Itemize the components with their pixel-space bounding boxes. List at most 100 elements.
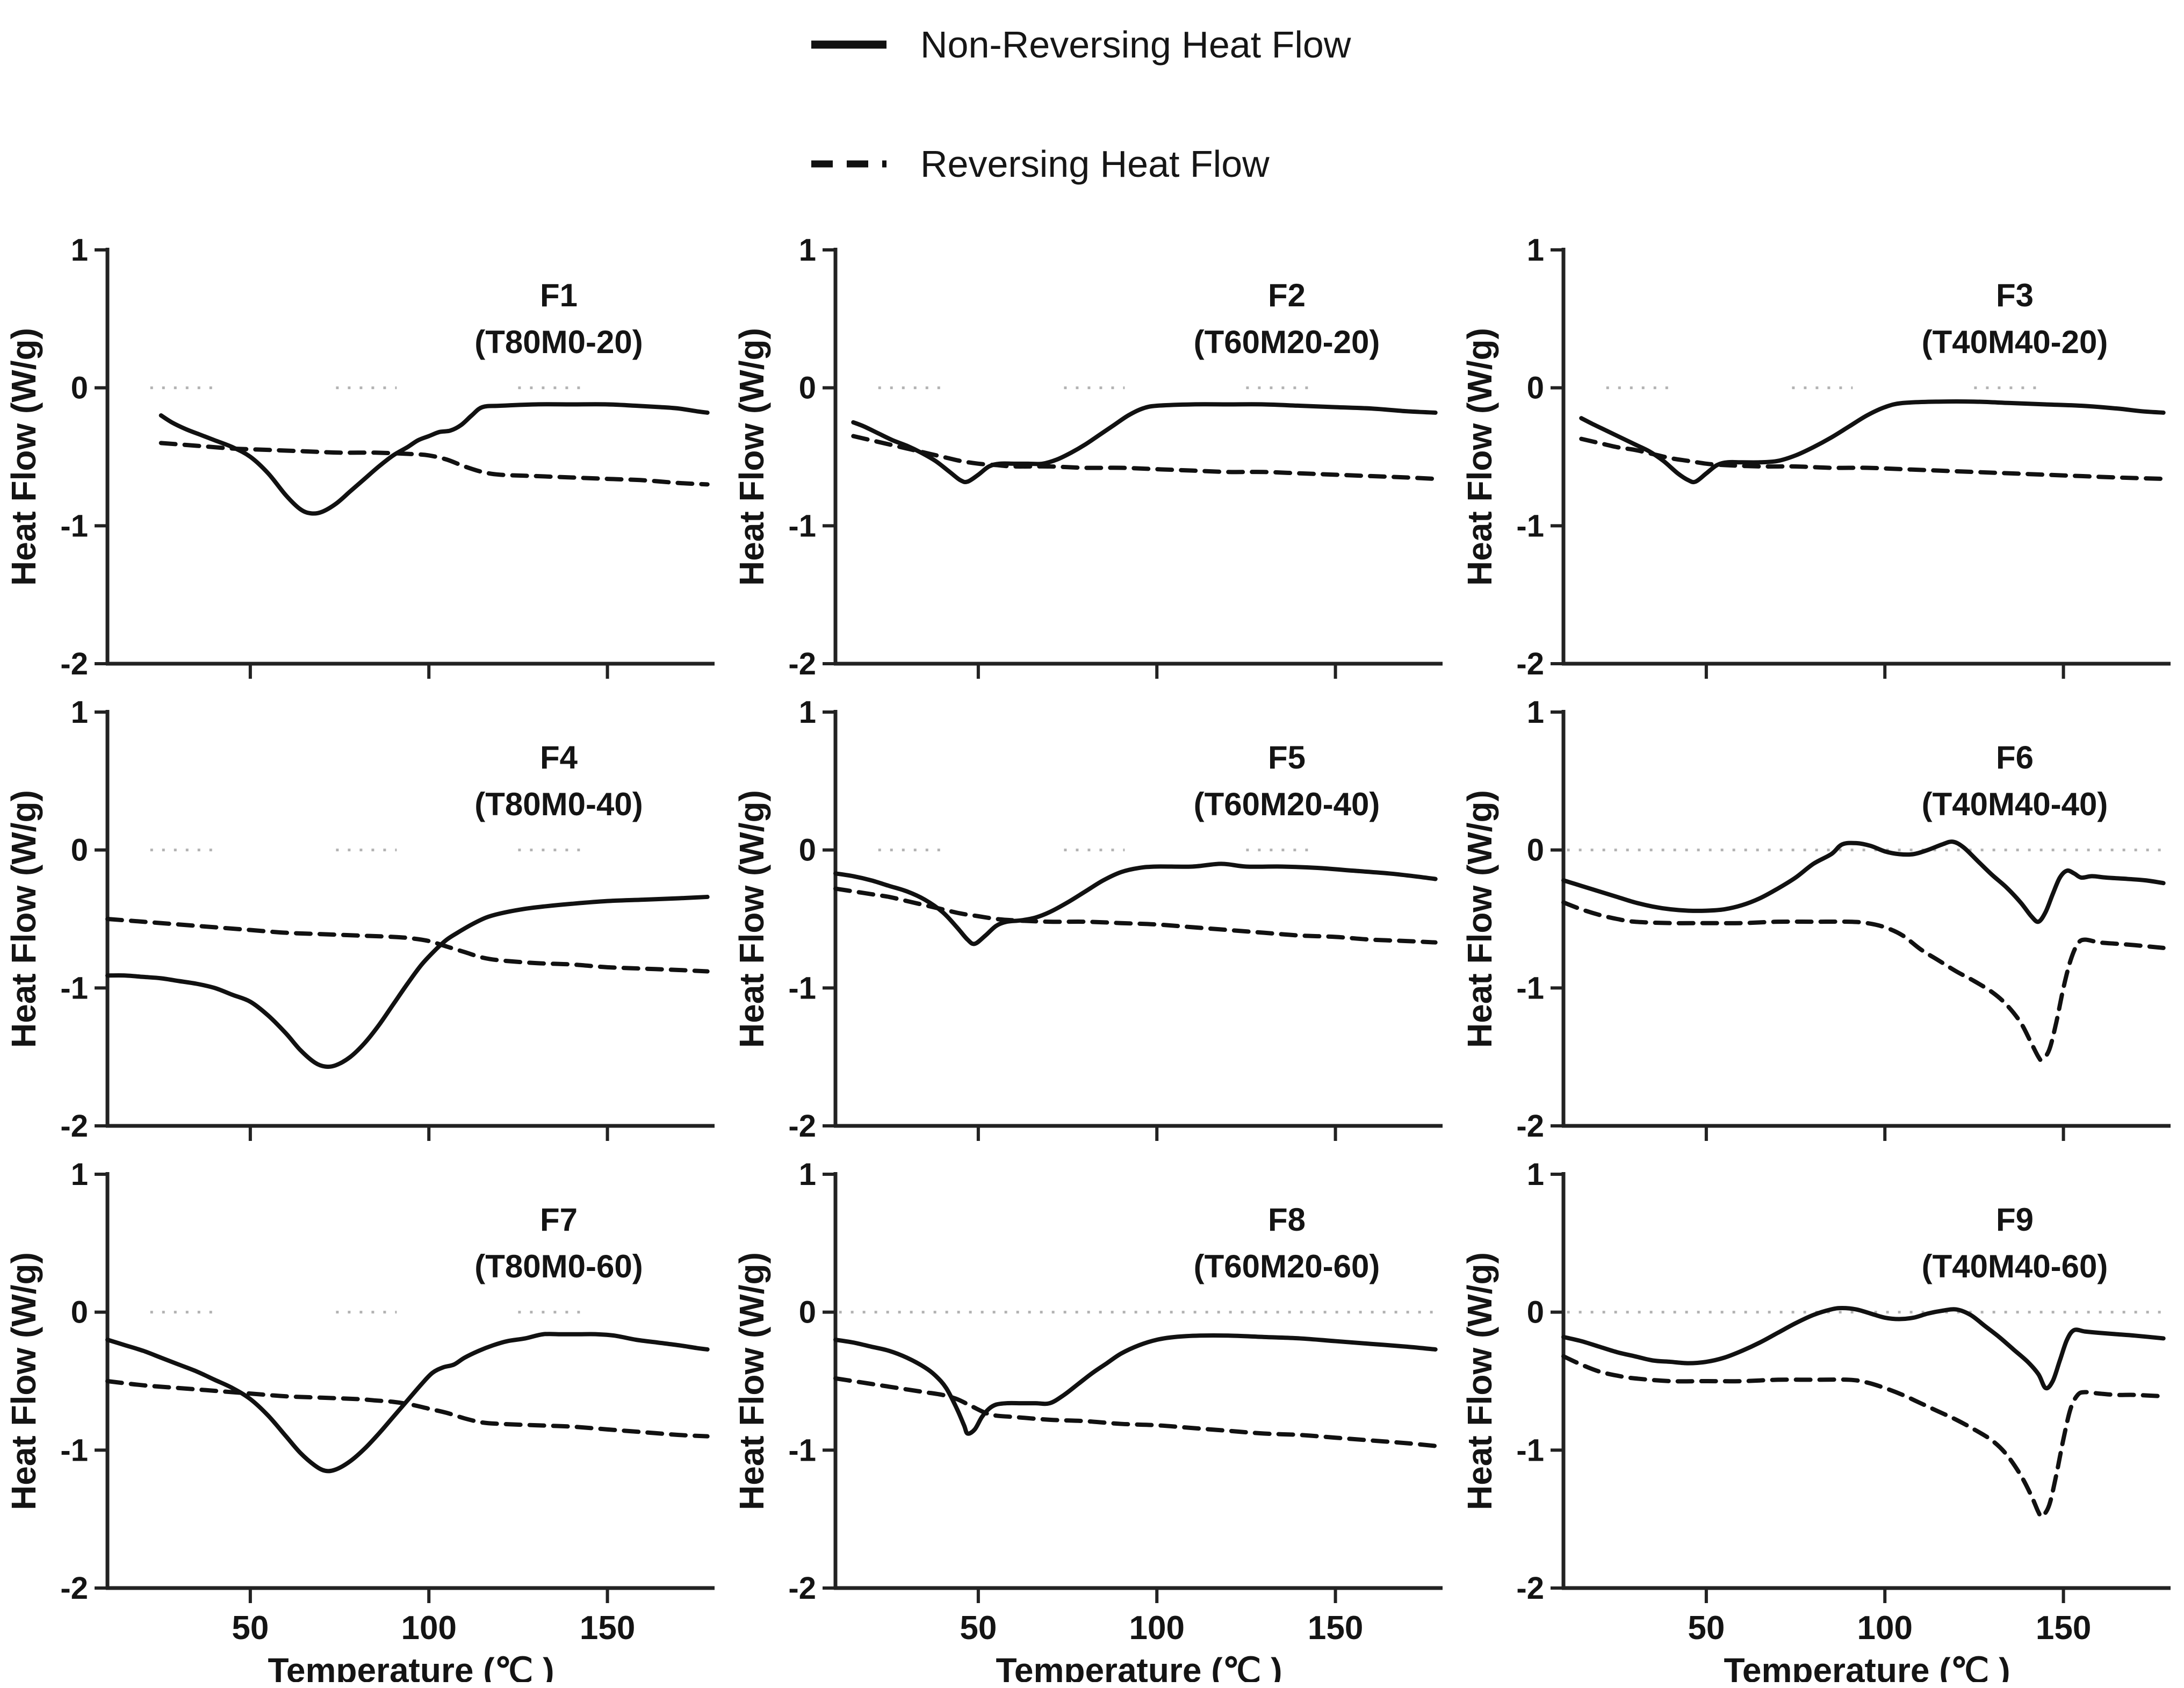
panel-code-label: (T80M0-40) (474, 786, 643, 822)
y-tick-label: -1 (788, 971, 816, 1005)
f7-reversing-curve (105, 1379, 710, 1439)
y-tick-label: -1 (60, 508, 88, 543)
panel-code-label: (T60M20-20) (1194, 324, 1380, 360)
f3-reversing-curve (1579, 436, 2166, 482)
chart-f2: 1 0 -1 -2 Heat Flow (W/g) F2 (T60M20-20) (732, 233, 1443, 681)
x-tick-label: 100 (1857, 1610, 1913, 1647)
y-tick-label: 0 (71, 1295, 88, 1330)
y-tick-label: -2 (60, 1571, 88, 1606)
chart-panel-f6: 1 0 -1 -2 Heat Flow (W/g) F6 (T40M40-40) (1456, 688, 2184, 1150)
panel-code-label: (T80M0-60) (474, 1248, 643, 1284)
y-tick-label: 1 (1527, 695, 1544, 730)
y-tick-label: 1 (1527, 233, 1544, 268)
y-tick-label: -2 (60, 1109, 88, 1144)
panel-code-label: (T60M20-40) (1194, 786, 1380, 822)
f6-reversing-curve (1561, 900, 2166, 1062)
y-tick-label: -2 (60, 647, 88, 681)
charts-grid: 1 0 -1 -2 Heat Flow (W/g) F1 (T80M0-20) 1 0 -1 -2… (0, 226, 2184, 1688)
y-tick-label: 0 (1527, 1295, 1544, 1330)
chart-f3: 1 0 -1 -2 Heat Flow (W/g) F3 (T40M40-20) (1460, 233, 2171, 681)
chart-f7: 1 0 -1 -2 50 100 150 Heat Flow (W/g) Temperature… (4, 1157, 715, 1688)
y-tick-label: 0 (799, 833, 816, 868)
chart-f6: 1 0 -1 -2 Heat Flow (W/g) F6 (T40M40-40) (1460, 695, 2171, 1144)
f1-non-reversing-curve (158, 402, 710, 516)
panel-id-label: F2 (1268, 277, 1306, 313)
y-axis-title: Heat Flow (W/g) (732, 328, 771, 586)
panel-code-label: (T80M0-20) (474, 324, 643, 360)
legend-label-reversing: Reversing Heat Flow (920, 143, 1270, 185)
y-tick-label: 1 (799, 233, 816, 268)
chart-panel-f7: 1 0 -1 -2 50 100 150 Heat Flow (W/g) Temperature… (0, 1150, 728, 1688)
f7-non-reversing-curve (105, 1332, 710, 1474)
chart-f1: 1 0 -1 -2 Heat Flow (W/g) F1 (T80M0-20) (4, 233, 715, 681)
x-tick-label: 100 (401, 1610, 457, 1647)
y-tick-label: -1 (1516, 508, 1544, 543)
panel-id-label: F5 (1268, 739, 1306, 775)
f3-non-reversing-curve (1579, 399, 2166, 485)
f4-non-reversing-curve (105, 894, 710, 1069)
f5-reversing-curve (833, 886, 1438, 945)
y-axis-title: Heat Flow (W/g) (732, 790, 771, 1048)
legend: Non-Reversing Heat Flow Reversing Heat F… (809, 20, 1351, 188)
dashed-line-sample-icon (811, 160, 886, 168)
f4-reversing-curve (105, 917, 710, 974)
y-tick-label: 1 (71, 233, 88, 268)
chart-panel-f4: 1 0 -1 -2 Heat Flow (W/g) F4 (T80M0-40) (0, 688, 728, 1150)
y-tick-label: -1 (1516, 1433, 1544, 1468)
y-axis-title: Heat Flow (W/g) (1460, 790, 1499, 1048)
y-tick-label: -1 (1516, 971, 1544, 1005)
panel-code-label: (T40M40-20) (1922, 324, 2108, 360)
y-tick-label: 0 (1527, 833, 1544, 868)
y-tick-label: 0 (71, 833, 88, 868)
y-tick-label: 0 (799, 1295, 816, 1330)
f6-non-reversing-curve (1561, 839, 2166, 924)
chart-panel-f2: 1 0 -1 -2 Heat Flow (W/g) F2 (T60M20-20) (728, 226, 1456, 688)
panel-id-label: F6 (1996, 739, 2034, 775)
solid-line-sample-icon (811, 40, 886, 49)
y-tick-label: -2 (788, 1571, 816, 1606)
y-tick-label: -1 (60, 1433, 88, 1468)
panel-id-label: F3 (1996, 277, 2034, 313)
panel-id-label: F9 (1996, 1202, 2034, 1238)
x-tick-label: 50 (1688, 1610, 1725, 1647)
y-axis-title: Heat Flow (W/g) (4, 790, 43, 1048)
f8-non-reversing-curve (833, 1333, 1438, 1436)
chart-f4: 1 0 -1 -2 Heat Flow (W/g) F4 (T80M0-40) (4, 695, 715, 1144)
y-axis-title: Heat Flow (W/g) (732, 1252, 771, 1510)
x-tick-label: 50 (960, 1610, 997, 1647)
y-tick-label: -2 (1516, 1109, 1544, 1144)
y-axis-title: Heat Flow (W/g) (1460, 328, 1499, 586)
y-tick-label: 1 (1527, 1157, 1544, 1192)
panel-id-label: F7 (540, 1202, 578, 1238)
chart-f5: 1 0 -1 -2 Heat Flow (W/g) F5 (T60M20-40) (732, 695, 1443, 1144)
panel-id-label: F4 (540, 739, 578, 775)
y-tick-label: 0 (1527, 371, 1544, 406)
y-tick-label: -2 (1516, 647, 1544, 681)
y-tick-label: -1 (788, 1433, 816, 1468)
y-tick-label: -1 (60, 971, 88, 1005)
chart-panel-f1: 1 0 -1 -2 Heat Flow (W/g) F1 (T80M0-20) (0, 226, 728, 688)
x-axis-title: Temperature (℃ ) (1724, 1651, 2010, 1682)
legend-label-non-reversing: Non-Reversing Heat Flow (920, 24, 1351, 66)
y-tick-label: 1 (71, 695, 88, 730)
panel-code-label: (T40M40-40) (1922, 786, 2108, 822)
y-tick-label: -1 (788, 508, 816, 543)
chart-f9: 1 0 -1 -2 50 100 150 Heat Flow (W/g) Temperature… (1460, 1157, 2171, 1688)
x-axis-title: Temperature (℃ ) (268, 1651, 554, 1682)
y-tick-label: -2 (788, 1109, 816, 1144)
y-tick-label: 0 (799, 371, 816, 406)
f9-non-reversing-curve (1561, 1305, 2166, 1391)
panel-code-label: (T40M40-60) (1922, 1248, 2108, 1284)
legend-item-reversing: Reversing Heat Flow (809, 140, 1351, 188)
y-tick-label: 1 (799, 1157, 816, 1192)
y-tick-label: 1 (71, 1157, 88, 1192)
x-tick-label: 50 (232, 1610, 269, 1647)
chart-panel-f5: 1 0 -1 -2 Heat Flow (W/g) F5 (T60M20-40) (728, 688, 1456, 1150)
legend-item-non-reversing: Non-Reversing Heat Flow (809, 20, 1351, 69)
panel-id-label: F1 (540, 277, 578, 313)
y-tick-label: 1 (799, 695, 816, 730)
chart-panel-f3: 1 0 -1 -2 Heat Flow (W/g) F3 (T40M40-20) (1456, 226, 2184, 688)
f2-reversing-curve (851, 434, 1438, 482)
x-tick-label: 150 (580, 1610, 635, 1647)
